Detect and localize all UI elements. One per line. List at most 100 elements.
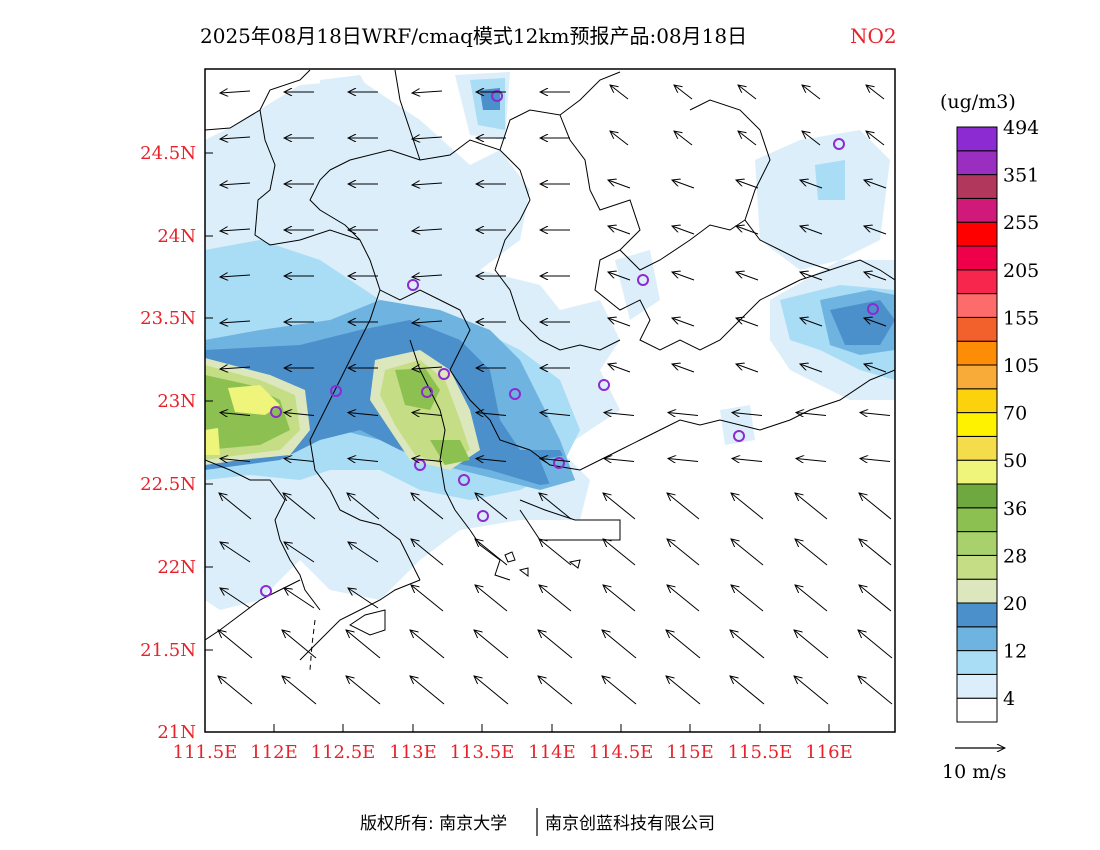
wind-arrow xyxy=(412,229,443,231)
wind-arrow xyxy=(220,91,251,93)
station-marker xyxy=(330,385,342,397)
colorbar-label: 351 xyxy=(1003,165,1039,187)
wind-arrow xyxy=(476,459,507,462)
wind-arrow xyxy=(800,364,823,373)
wind-arrow xyxy=(412,367,443,369)
colorbar-label: 50 xyxy=(1003,450,1027,472)
latitude-axis: 24.5N 24N 23.5N 23N 22.5N 22N 21.5N 21N xyxy=(140,143,213,743)
station-marker xyxy=(509,388,521,400)
wind-arrow xyxy=(412,459,443,462)
wind-arrow xyxy=(795,585,828,612)
colorbar-swatch xyxy=(956,531,998,556)
wind-arrow xyxy=(736,272,759,281)
lat-tick-label: 24.5N xyxy=(140,143,196,164)
wind-arrow xyxy=(539,585,572,612)
wind-arrow xyxy=(411,585,444,612)
station-marker xyxy=(421,386,433,398)
station-marker xyxy=(637,274,649,286)
colorbar-swatch xyxy=(956,626,998,652)
wind-arrow xyxy=(731,493,764,520)
wind-arrow xyxy=(736,180,759,189)
wind-arrow xyxy=(284,542,315,563)
wind-arrow xyxy=(736,364,759,373)
wind-arrow xyxy=(540,459,571,462)
wind-arrow xyxy=(348,459,379,462)
wind-arrow xyxy=(802,131,821,146)
wind-arrow xyxy=(538,676,573,705)
wind-arrow xyxy=(866,131,885,146)
colorbar-swatch xyxy=(956,340,998,366)
map-title: 2025年08月18日WRF/cmaq模式12km预报产品:08月18日 xyxy=(200,24,747,48)
wind-arrow xyxy=(608,364,631,373)
lon-tick-label: 113E xyxy=(389,742,437,763)
colorbar-swatch xyxy=(956,435,998,461)
wind-arrow xyxy=(347,493,380,520)
wind-arrow xyxy=(666,630,701,659)
wind-arrow xyxy=(674,131,693,146)
wind-arrow xyxy=(672,272,695,281)
wind-arrow xyxy=(858,676,893,705)
wind-arrow xyxy=(218,676,253,705)
wind-arrow xyxy=(731,539,764,566)
colorbar-swatch xyxy=(956,221,998,247)
wind-arrow xyxy=(539,493,572,520)
wind-arrow xyxy=(220,229,251,231)
colorbar-swatch xyxy=(956,459,998,485)
wind-arrow xyxy=(220,413,251,416)
wind-arrow xyxy=(412,91,443,93)
longitude-axis: 111.5E 112E 112.5E 113E 113.5E 114E 114.5E 115E… xyxy=(173,724,853,763)
wind-arrow xyxy=(730,676,765,705)
wind-arrow xyxy=(731,585,764,612)
wind-arrow xyxy=(795,539,828,566)
monitoring-stations xyxy=(260,90,879,597)
colorbar-swatch xyxy=(956,554,998,580)
colorbar-swatch xyxy=(956,150,998,176)
wind-arrow xyxy=(476,413,507,416)
wind-arrow xyxy=(604,459,635,462)
lat-tick-label: 21.5N xyxy=(140,640,196,661)
wind-arrow xyxy=(602,676,637,705)
colorbar-swatch xyxy=(956,697,998,723)
wind-arrow xyxy=(667,539,700,566)
wind-arrow xyxy=(218,630,253,659)
wind-arrow xyxy=(346,676,381,705)
wind-arrow xyxy=(410,676,445,705)
wind-arrow xyxy=(538,630,573,659)
colorbar-swatch xyxy=(956,269,998,295)
wind-arrow xyxy=(668,413,699,416)
station-marker xyxy=(733,430,745,442)
wind-arrow xyxy=(602,630,637,659)
wind-arrow xyxy=(539,539,572,566)
wind-arrow xyxy=(610,131,629,146)
colorbar-label: 28 xyxy=(1003,545,1027,567)
wind-arrow xyxy=(794,630,829,659)
wind-arrow xyxy=(282,676,317,705)
colorbar-swatch xyxy=(956,673,998,699)
wind-arrow xyxy=(800,180,823,189)
lon-tick-label: 112.5E xyxy=(311,742,376,763)
lat-tick-label: 22N xyxy=(157,557,196,578)
wind-arrow xyxy=(475,539,508,566)
wind-arrow xyxy=(860,413,891,416)
wind-arrow xyxy=(802,85,821,100)
wind-arrow xyxy=(794,676,829,705)
wind-arrow xyxy=(474,630,509,659)
wind-arrow xyxy=(220,542,251,563)
station-marker xyxy=(491,90,503,102)
wind-arrow xyxy=(474,676,509,705)
wind-arrow xyxy=(864,318,887,327)
wind-arrow xyxy=(346,630,381,659)
lon-tick-label: 114E xyxy=(528,742,576,763)
wind-reference-label: 10 m/s xyxy=(942,761,1006,783)
colorbar-swatch xyxy=(956,364,998,390)
wind-reference-legend: 10 m/s xyxy=(942,748,1006,783)
wind-arrow xyxy=(736,318,759,327)
wind-arrow xyxy=(672,364,695,373)
station-marker xyxy=(867,303,879,315)
station-marker xyxy=(477,510,489,522)
wind-arrow xyxy=(540,413,571,416)
lon-tick-label: 115E xyxy=(666,742,714,763)
wind-arrow xyxy=(859,493,892,520)
wind-arrow xyxy=(411,493,444,520)
station-marker xyxy=(270,406,282,418)
